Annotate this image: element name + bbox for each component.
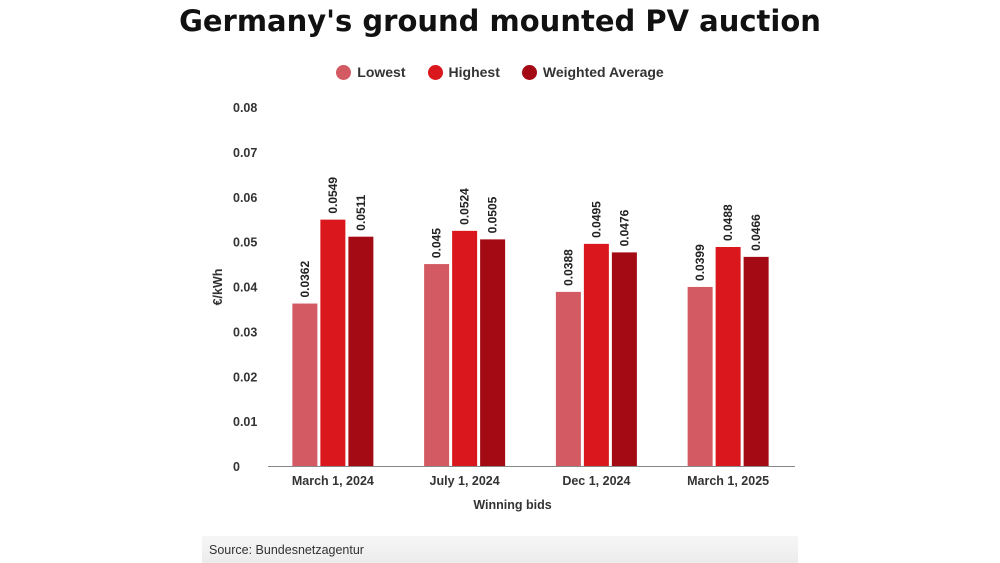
data-label: 0.0388 [561,249,575,286]
source-footer: Source: Bundesnetzagentur [202,536,798,563]
bar [480,239,506,466]
chart-title: Germany's ground mounted PV auction [179,4,821,38]
bar [611,252,637,466]
bar [743,256,769,466]
y-tick-label: 0.06 [233,191,257,205]
bar [687,286,713,466]
data-label: 0.045 [430,228,444,258]
y-tick-label: 0 [233,460,240,474]
legend-swatch-highest [427,64,443,80]
legend: Lowest Highest Weighted Average [0,64,1000,80]
data-label: 0.0524 [458,188,472,225]
legend-swatch-lowest [336,64,352,80]
x-tick-label: March 1, 2025 [687,474,769,488]
legend-label-weighted-average: Weighted Average [542,64,664,80]
data-label: 0.0511 [354,194,368,230]
legend-item-lowest: Lowest [336,64,406,80]
bar [320,219,346,466]
legend-label-highest: Highest [448,64,500,80]
y-tick-label: 0.05 [233,236,257,250]
legend-swatch-weighted-average [521,64,537,80]
data-label: 0.0505 [486,196,500,233]
bar [292,303,318,466]
x-tick-label: Dec 1, 2024 [562,474,630,488]
legend-item-highest: Highest [427,64,500,80]
bar [715,247,741,466]
bar [583,243,609,466]
bar [555,291,581,466]
data-label: 0.0399 [693,244,707,281]
data-label: 0.0549 [326,177,340,214]
legend-label-lowest: Lowest [357,64,406,80]
y-tick-label: 0.04 [233,281,257,295]
x-axis-label: Winning bids [473,498,551,512]
y-tick-label: 0.03 [233,325,257,339]
data-label: 0.0476 [617,209,631,246]
y-tick-label: 0.02 [233,370,257,384]
bar-chart: 0 0.01 0.02 0.03 0.04 0.05 0.06 0.07 0.08 €/kWh 0.… [211,101,795,512]
data-label: 0.0362 [298,261,312,298]
data-label: 0.0466 [749,214,763,251]
data-label: 0.0488 [721,204,735,241]
x-tick-label: July 1, 2024 [430,474,500,488]
legend-item-weighted-average: Weighted Average [521,64,664,80]
y-tick-label: 0.07 [233,146,257,160]
bar [452,230,478,466]
bar [424,264,450,466]
x-tick-label: March 1, 2024 [292,474,374,488]
y-tick-label: 0.08 [233,101,257,115]
bar [348,236,374,466]
y-axis-label: €/kWh [211,269,225,306]
y-tick-label: 0.01 [233,415,257,429]
source-text: Source: Bundesnetzagentur [209,542,364,557]
data-label: 0.0495 [589,201,603,238]
